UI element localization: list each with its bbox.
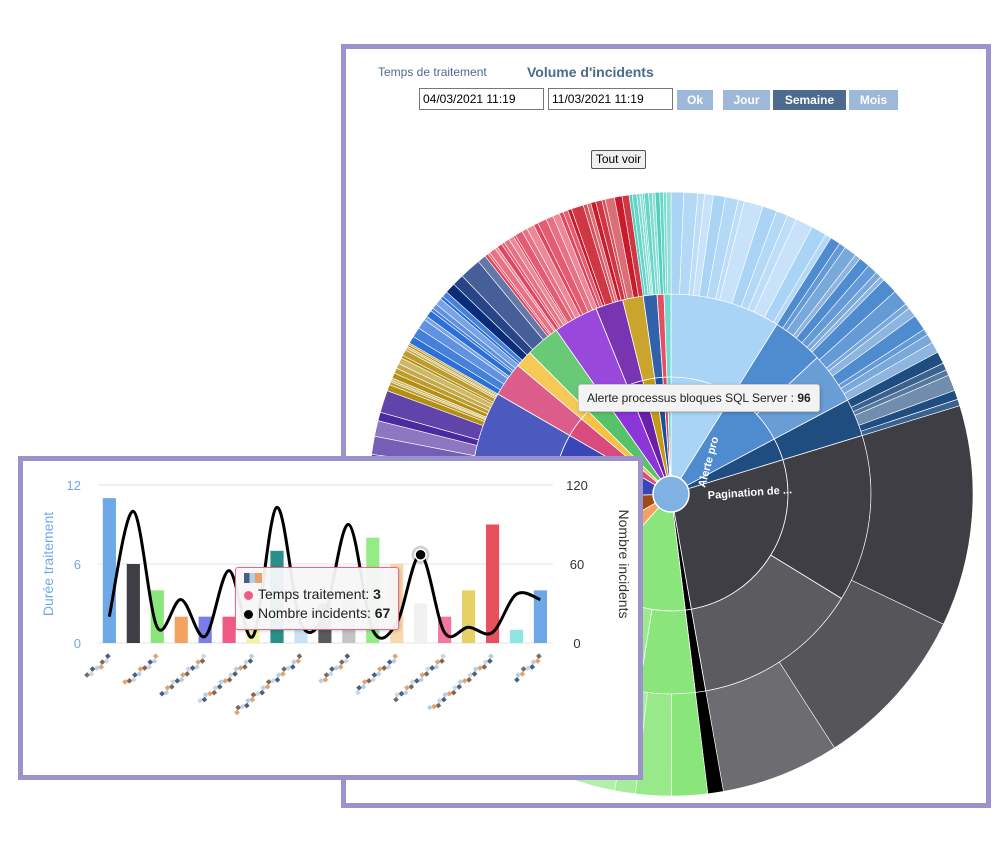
day-button[interactable]: Jour bbox=[723, 90, 770, 110]
tooltip-line-label: Nombre incidents bbox=[258, 605, 367, 621]
left-tick-label: 6 bbox=[74, 557, 81, 572]
x-category-label bbox=[234, 653, 303, 716]
right-tick-label: 0 bbox=[573, 636, 580, 651]
bar-8 bbox=[294, 629, 308, 643]
tooltip-value: 96 bbox=[797, 391, 811, 405]
bar-15 bbox=[462, 590, 476, 643]
x-category-label bbox=[197, 653, 255, 704]
tooltip-label: Alerte processus bloques SQL Server bbox=[587, 391, 788, 405]
tooltip-bar-value: 3 bbox=[373, 586, 381, 602]
sunburst-outer-segment-169 bbox=[665, 191, 672, 295]
x-category-label bbox=[393, 653, 446, 703]
left-tick-label: 0 bbox=[74, 636, 81, 651]
left-tick-label: 12 bbox=[67, 478, 81, 493]
month-button[interactable]: Mois bbox=[849, 90, 898, 110]
date-to-input[interactable] bbox=[548, 88, 673, 110]
right-tick-label: 60 bbox=[570, 557, 584, 572]
highlight-point bbox=[414, 548, 427, 562]
left-axis-title: Durée traitement bbox=[40, 512, 56, 616]
sunburst-tooltip: Alerte processus bloques SQL Server : 96 bbox=[578, 384, 820, 412]
bar-13 bbox=[414, 603, 428, 643]
tab-volume-incidents[interactable]: Volume d'incidents bbox=[527, 64, 654, 80]
bar-3 bbox=[174, 616, 188, 643]
x-category-label bbox=[159, 653, 207, 697]
segment-label-pagination: Pagination de ... bbox=[707, 484, 792, 502]
x-category-label bbox=[84, 653, 111, 678]
tab-temps-traitement[interactable]: Temps de traitement bbox=[378, 65, 487, 79]
right-axis-title: Nombre incidents bbox=[616, 510, 632, 619]
x-category-label bbox=[122, 653, 159, 685]
bar-0 bbox=[102, 498, 116, 643]
bar-1 bbox=[126, 564, 140, 643]
ok-button[interactable]: Ok bbox=[677, 90, 713, 110]
week-button[interactable]: Semaine bbox=[773, 90, 846, 110]
combo-tooltip: Temps traitement: 3 Nombre incidents: 67 bbox=[235, 567, 400, 630]
bar-series-marker bbox=[244, 590, 253, 600]
combo-chart-panel: 12 6 0 120 60 0 Durée traitement Nombre inciden… bbox=[18, 456, 643, 780]
right-tick-label: 120 bbox=[566, 478, 588, 493]
line-series-marker bbox=[244, 609, 253, 619]
sunburst-center bbox=[652, 475, 690, 513]
x-category-label bbox=[318, 653, 351, 684]
tooltip-line-value: 67 bbox=[374, 605, 391, 621]
incidents-line bbox=[107, 505, 541, 640]
bar-5 bbox=[222, 616, 236, 643]
x-category-label bbox=[426, 653, 494, 711]
x-category-label bbox=[355, 653, 399, 696]
bar-17 bbox=[509, 629, 524, 643]
tooltip-category-label bbox=[244, 573, 262, 583]
tooltip-bar-label: Temps traitement bbox=[258, 586, 366, 602]
show-all-button[interactable]: Tout voir bbox=[591, 150, 646, 169]
bar-18 bbox=[533, 590, 548, 643]
date-from-input[interactable] bbox=[419, 88, 544, 110]
x-category-label bbox=[514, 653, 542, 683]
bar-16 bbox=[485, 524, 500, 643]
